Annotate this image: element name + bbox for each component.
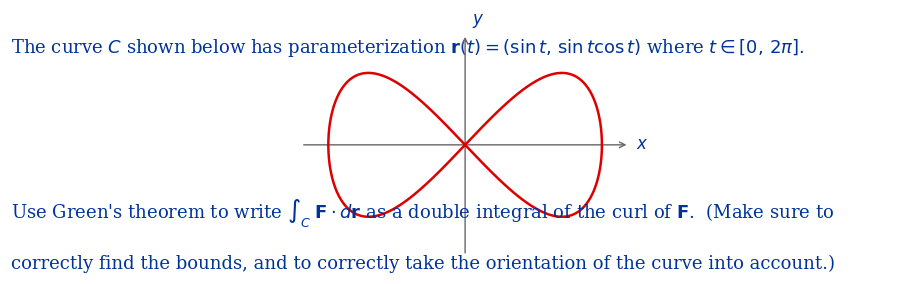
Text: $y$: $y$ xyxy=(472,12,484,30)
Text: The curve $C$ shown below has parameterization $\mathbf{r}(t) = (\sin t,\, \sin : The curve $C$ shown below has parameteri… xyxy=(11,37,804,59)
Text: $x$: $x$ xyxy=(636,136,648,153)
Text: correctly find the bounds, and to correctly take the orientation of the curve in: correctly find the bounds, and to correc… xyxy=(11,255,834,273)
Text: Use Green's theorem to write $\int_{C}$ $\mathbf{F} \cdot d\mathbf{r}$ as a doub: Use Green's theorem to write $\int_{C}$ … xyxy=(11,197,834,229)
